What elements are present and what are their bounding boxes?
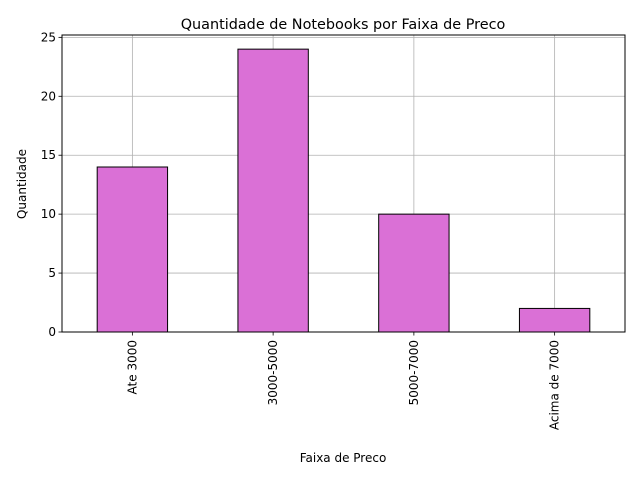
x-tick-label: Ate 3000 — [125, 340, 139, 394]
y-tick-label: 0 — [48, 325, 56, 339]
x-tick-label: Acima de 7000 — [548, 340, 562, 430]
y-tick-label: 10 — [41, 207, 56, 221]
y-tick-label: 25 — [41, 30, 56, 44]
bar-ate-3000 — [96, 166, 169, 333]
plot-area-frame — [61, 34, 626, 333]
bar-5000-7000 — [378, 213, 450, 333]
x-tick-label: 3000-5000 — [266, 340, 280, 405]
bar-acima-de-7000 — [518, 307, 591, 333]
bar-3000-5000 — [237, 48, 309, 333]
axes: 0 5 10 15 20 25 Ate 3000 3000-5000 5000-7000 Acim… — [41, 30, 562, 430]
x-axis-label: Faixa de Preco — [300, 451, 387, 465]
y-tick-label: 20 — [41, 89, 56, 103]
chart-title: Quantidade de Notebooks por Faixa de Pre… — [181, 17, 506, 33]
bars — [96, 48, 591, 333]
y-tick-label: 5 — [48, 266, 56, 280]
y-axis-label: Quantidade — [15, 149, 29, 219]
y-tick-label: 15 — [41, 148, 56, 162]
x-tick-label: 5000-7000 — [407, 340, 421, 405]
